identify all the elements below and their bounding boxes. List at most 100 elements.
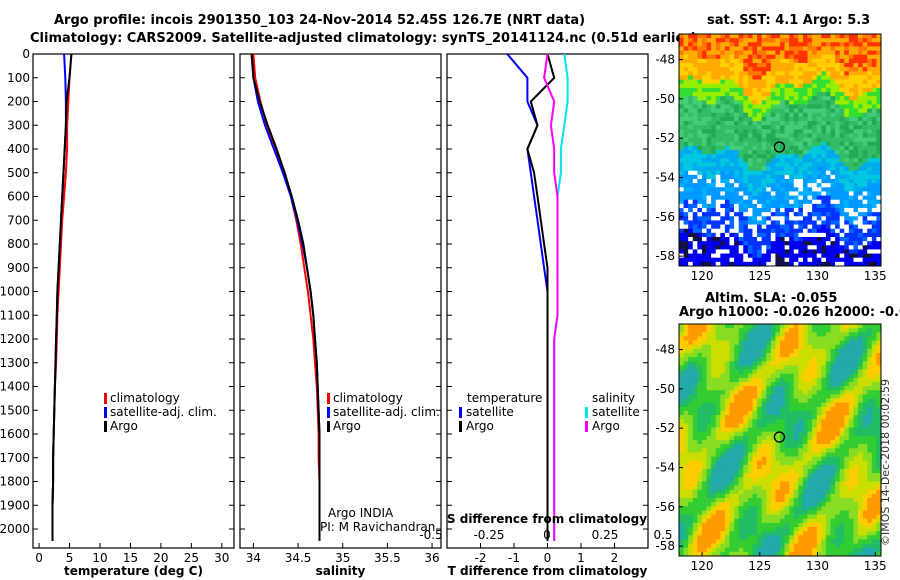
map-cell (775, 431, 781, 437)
x-tick-label: 2 (611, 551, 619, 565)
map-cell (825, 179, 831, 184)
map-cell (780, 245, 785, 250)
map-cell (876, 203, 882, 209)
map-cell (798, 444, 804, 449)
map-cell (812, 104, 818, 109)
map-cell (775, 527, 781, 532)
map-cell (701, 129, 707, 134)
map-cell (802, 328, 808, 333)
map-cell (780, 249, 785, 254)
map-cell (734, 435, 739, 441)
map-cell (679, 415, 684, 420)
map-cell (858, 257, 863, 263)
map-cell (706, 535, 712, 540)
map-cell (738, 369, 744, 375)
map-cell (688, 324, 694, 329)
map-cell (752, 241, 758, 246)
map-cell (780, 104, 785, 109)
map-cell (743, 154, 749, 159)
map-cell (770, 241, 776, 246)
map-cell (871, 162, 877, 167)
map-cell (825, 444, 831, 449)
map-cell (798, 469, 804, 474)
map-cell (706, 245, 712, 250)
map-cell (770, 108, 776, 114)
map-cell (839, 456, 845, 462)
map-cell (743, 133, 749, 138)
map-cell (706, 228, 712, 234)
map-cell (844, 340, 850, 346)
map-cell (867, 431, 873, 437)
map-cell (679, 241, 684, 246)
map-cell (862, 224, 868, 230)
map-cell (761, 121, 767, 126)
map-cell (798, 245, 804, 250)
map-cell (812, 348, 818, 354)
map-cell (839, 75, 845, 80)
map-cell (789, 406, 795, 412)
map-cell (688, 402, 694, 408)
map-cell (734, 506, 739, 511)
map-cell (853, 406, 859, 412)
map-cell (867, 456, 873, 462)
map-cell (734, 245, 739, 250)
map-cell (775, 456, 781, 462)
map-cell (784, 361, 790, 366)
map-cell (692, 166, 698, 172)
map-cell (839, 481, 845, 486)
map-cell (821, 373, 827, 379)
map-cell (688, 183, 694, 188)
map-cell (738, 87, 744, 93)
map-cell (729, 440, 735, 445)
map-cell (729, 452, 735, 457)
map-cell (825, 183, 831, 188)
map-cell (711, 249, 717, 254)
map-cell (812, 411, 818, 416)
map-cell (761, 460, 767, 466)
map-cell (757, 377, 762, 383)
map-cell (775, 498, 781, 503)
map-cell (871, 527, 877, 532)
map-cell (724, 419, 730, 424)
map-cell (688, 232, 694, 238)
map-cell (816, 38, 822, 43)
map-cell (867, 137, 873, 143)
map-cell (853, 162, 859, 167)
map-cell (867, 394, 873, 399)
map-cell (816, 498, 822, 503)
map-cell (821, 502, 827, 507)
map-cell (853, 133, 859, 138)
map-cell (830, 535, 836, 540)
map-cell (830, 406, 836, 412)
x-tick-label: 35 (335, 551, 350, 565)
map-cell (761, 419, 767, 424)
map-cell (724, 477, 730, 482)
map-cell (729, 361, 735, 366)
map-cell (807, 328, 813, 333)
map-cell (802, 402, 808, 408)
map-cell (867, 353, 873, 358)
map-cell (775, 42, 781, 47)
map-cell (830, 179, 836, 184)
map-cell (775, 116, 781, 122)
map-cell (711, 348, 717, 354)
map-cell (830, 257, 836, 263)
map-cell (757, 187, 762, 192)
map-cell (848, 423, 854, 428)
map-cell (784, 241, 790, 246)
map-cell (848, 46, 854, 51)
map-cell (706, 419, 712, 424)
map-cell (752, 377, 758, 383)
map-cell (862, 510, 868, 515)
map-cell (752, 324, 758, 329)
map-cell (844, 170, 850, 176)
map-cell (775, 336, 781, 341)
map-cell (780, 220, 785, 225)
map-cell (812, 527, 818, 532)
map-cell (766, 324, 772, 329)
map-cell (867, 108, 873, 114)
map-cell (848, 440, 854, 445)
map-cell (701, 137, 707, 143)
map-cell (715, 506, 721, 511)
map-cell (862, 154, 868, 159)
